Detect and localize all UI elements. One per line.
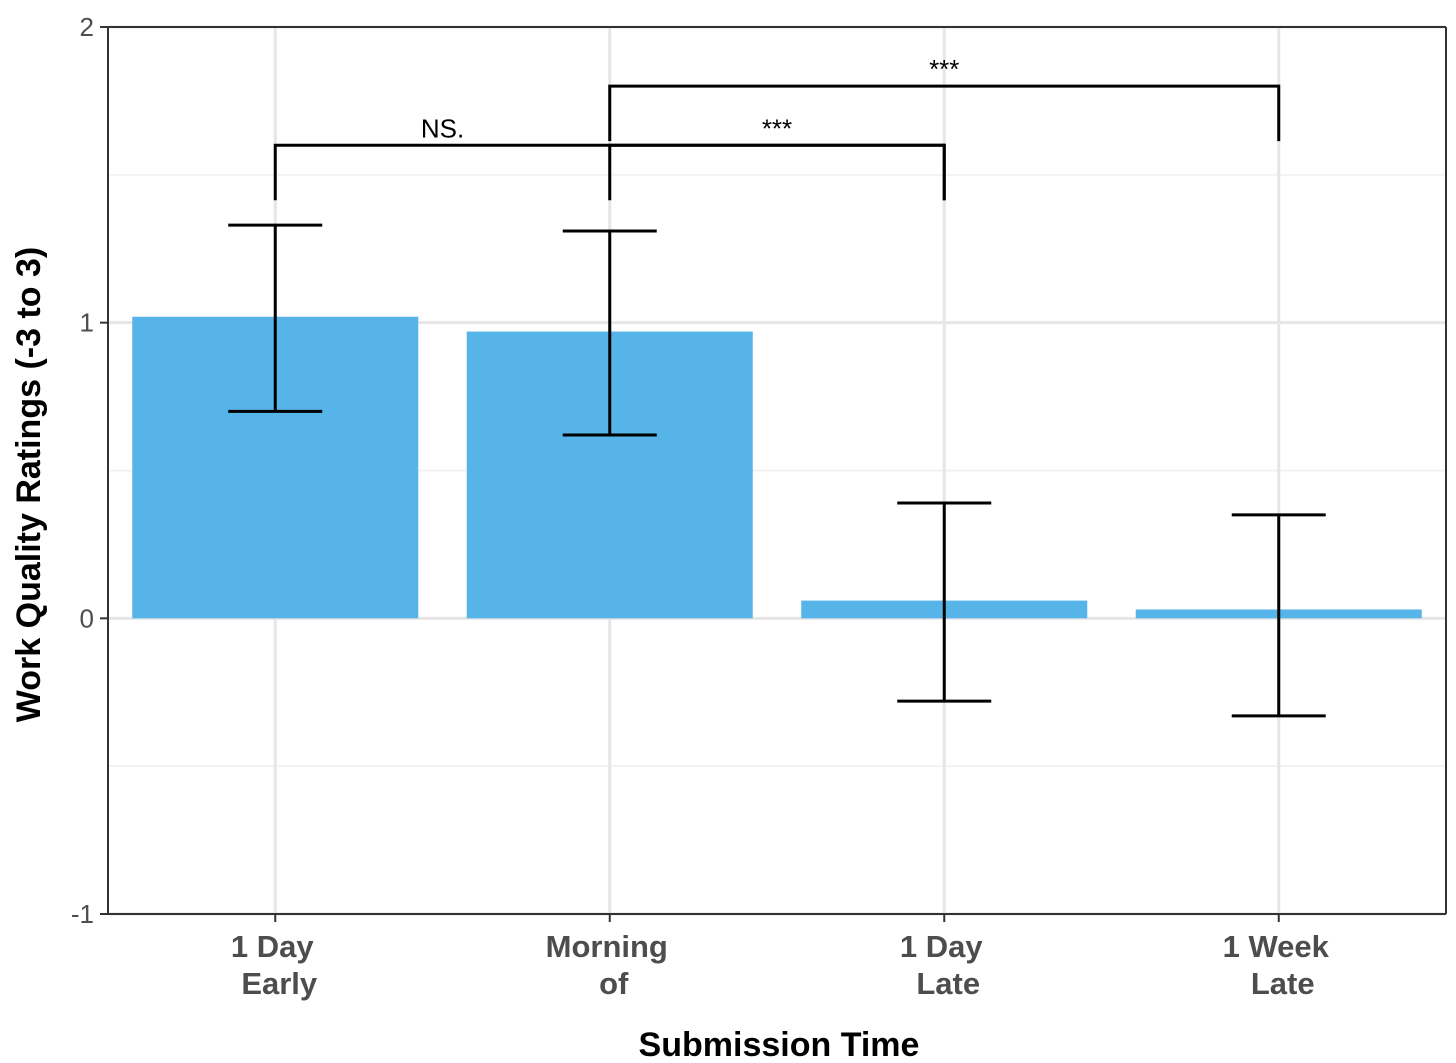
significance-brackets: NS. *** *** bbox=[273, 54, 1281, 201]
bars bbox=[132, 316, 1422, 619]
y-tick-label: 2 bbox=[80, 12, 94, 42]
significance-label: NS. bbox=[421, 113, 464, 143]
x-tick-label: Late bbox=[916, 966, 980, 1001]
y-axis-title: Work Quality Ratings (-3 to 3) bbox=[10, 247, 48, 722]
x-tick-label: 1 Week bbox=[1223, 929, 1330, 964]
x-axis-title: Submission Time bbox=[639, 1026, 920, 1063]
x-tick-label: Early bbox=[241, 966, 318, 1001]
x-tick-label: Morning bbox=[546, 929, 668, 964]
significance-bracket bbox=[608, 84, 1281, 142]
significance-label: *** bbox=[762, 113, 792, 143]
axes bbox=[100, 26, 1447, 922]
y-tick-label: 0 bbox=[80, 603, 94, 633]
significance-label: *** bbox=[929, 54, 959, 84]
significance-bracket bbox=[608, 143, 946, 201]
y-tick-label: -1 bbox=[71, 899, 94, 929]
x-tick-label: 1 Day bbox=[900, 929, 983, 964]
x-tick-label: 1 Day bbox=[231, 929, 314, 964]
x-tick-label: of bbox=[599, 966, 629, 1001]
y-tick-label: 1 bbox=[80, 308, 94, 338]
x-tick-label: Late bbox=[1251, 966, 1315, 1001]
error-bars bbox=[228, 223, 1326, 718]
